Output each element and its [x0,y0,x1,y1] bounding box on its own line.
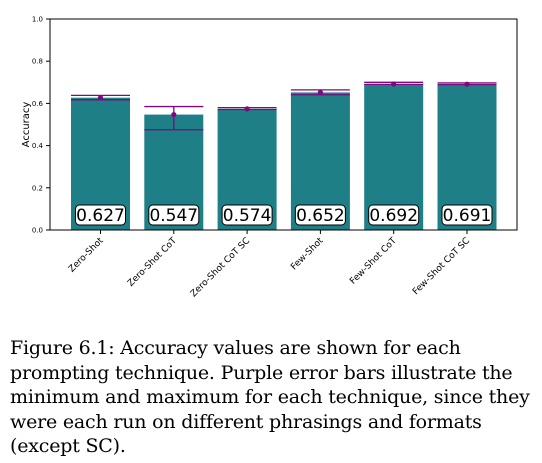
y-tick-label: 0.4 [32,142,44,150]
value-label-box [75,204,126,226]
mean-point [464,81,470,87]
x-tick-label: Zero-Shot CoT [126,236,179,289]
value-labels-layer: 0.627 0.547 0.574 0.652 0.692 0.691 [75,204,493,226]
value-label-box [368,204,420,226]
x-tick-label: Zero-Shot CoT SC [189,236,252,299]
value-label-box [294,204,346,226]
y-tick-label: 0.6 [32,100,44,108]
value-label-box [221,204,273,226]
x-tick-label: Zero-Shot [67,236,106,275]
y-tick-label: 0.2 [32,184,43,192]
x-axis: Zero-Shot Zero-Shot CoT Zero-Shot CoT SC Fe… [67,230,472,299]
value-label: 0.652 [296,206,345,226]
x-tick-label: Few-Shot CoT SC [411,236,472,297]
value-label: 0.574 [223,206,272,226]
y-tick-label: 0.8 [32,58,43,66]
accuracy-bar-chart: 0.627 0.547 0.574 0.652 0.692 0.691 0.0 0.2 0.4… [21,16,518,299]
mean-point [171,111,177,118]
error-bars-layer [71,81,497,131]
value-label: 0.691 [443,206,492,226]
y-axis: 0.0 0.2 0.4 0.6 0.8 1.0 [32,16,50,235]
value-label-box [148,204,200,226]
value-label: 0.547 [149,206,198,226]
y-tick-label: 0.0 [32,227,43,235]
mean-point [317,89,323,96]
value-label: 0.692 [369,206,418,226]
plot-frame [49,18,518,231]
mean-point [244,106,250,112]
y-tick-label: 1.0 [32,16,43,24]
x-tick-label: Few-Shot CoT [348,236,399,287]
value-label: 0.627 [76,206,125,226]
value-label-box [441,204,493,226]
bars-layer [71,83,497,230]
mean-point [97,95,104,101]
y-axis-label: Accuracy [21,102,32,148]
mean-point [391,81,397,87]
figure-caption: Figure 6.1: Accuracy values are shown fo… [10,337,530,457]
x-tick-label: Few-Shot [289,236,326,273]
